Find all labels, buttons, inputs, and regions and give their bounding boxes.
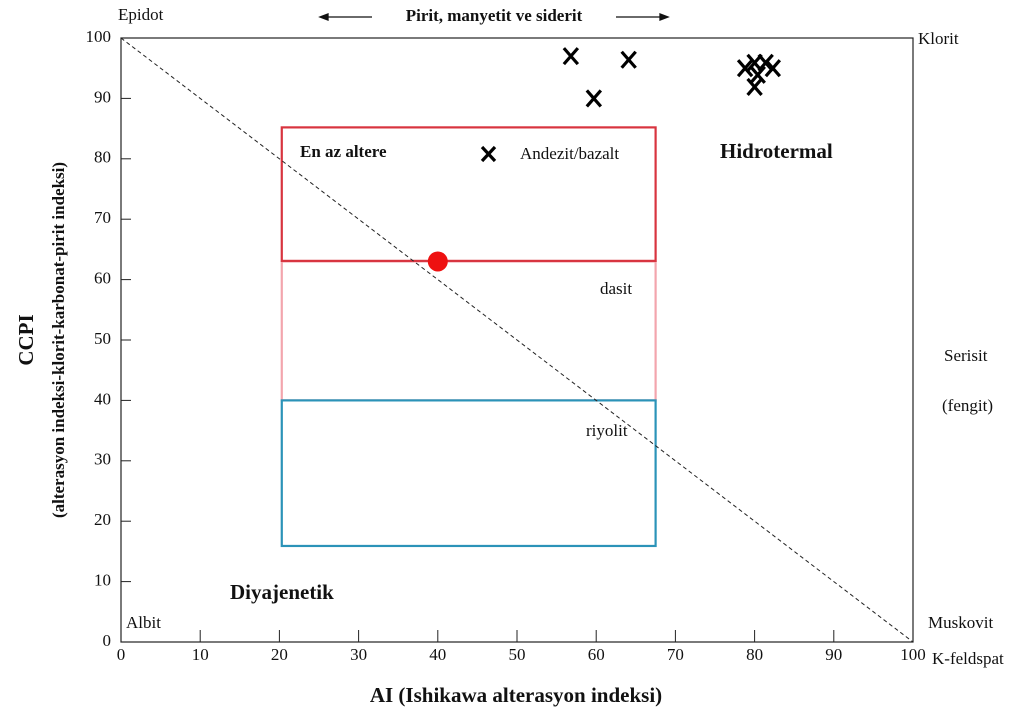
y-tick-label: 50 xyxy=(94,329,111,348)
y-tick-label: 10 xyxy=(94,571,111,590)
point xyxy=(585,89,603,108)
annotation: K-feldspat xyxy=(932,649,1004,668)
x-tick-label: 90 xyxy=(825,645,842,664)
annotation: Serisit xyxy=(944,346,988,365)
y-tick-label: 0 xyxy=(103,631,112,650)
x-tick-label: 80 xyxy=(746,645,763,664)
x-axis-title: AI (Ishikawa alterasyon indeksi) xyxy=(370,683,662,707)
x-tick-label: 30 xyxy=(350,645,367,664)
point xyxy=(620,50,637,69)
annotation: Diyajenetik xyxy=(230,580,334,604)
point xyxy=(562,47,580,66)
x-tick-label: 0 xyxy=(117,645,126,664)
y-tick-label: 70 xyxy=(94,208,111,227)
legend-label: Andezit/bazalt xyxy=(520,144,619,163)
y-tick-label: 90 xyxy=(94,87,111,106)
reference-line xyxy=(120,37,914,643)
annotation: dasit xyxy=(600,279,632,298)
point xyxy=(746,77,763,96)
annotation: Klorit xyxy=(918,29,959,48)
x-tick-label: 10 xyxy=(192,645,209,664)
y-axis-title: CCPI xyxy=(14,314,38,365)
annotation: Muskovit xyxy=(928,613,993,632)
x-tick-label: 50 xyxy=(509,645,526,664)
annotation: Hidrotermal xyxy=(720,139,833,163)
point xyxy=(764,59,782,78)
point xyxy=(736,59,754,78)
y-tick-label: 30 xyxy=(94,450,111,469)
x-tick-label: 20 xyxy=(271,645,288,664)
x-tick-label: 70 xyxy=(667,645,684,664)
y-tick-label: 100 xyxy=(86,27,112,46)
annotation: Pirit, manyetit ve siderit xyxy=(406,6,583,25)
y-tick-label: 40 xyxy=(94,389,111,408)
annotation: (fengit) xyxy=(942,396,993,415)
x-tick-label: 60 xyxy=(588,645,605,664)
y-axis-subtitle: (alterasyon indeksi-klorit-karbonat-piri… xyxy=(49,162,68,518)
x-tick-label: 40 xyxy=(429,645,446,664)
y-tick-label: 60 xyxy=(94,269,111,288)
arrows xyxy=(318,13,670,21)
y-tick-label: 20 xyxy=(94,510,111,529)
annotation: En az altere xyxy=(300,142,387,161)
region xyxy=(280,126,657,262)
point xyxy=(757,53,774,72)
y-tick-label: 80 xyxy=(94,148,111,167)
annotation: riyolit xyxy=(586,421,628,440)
legend-marker xyxy=(480,145,497,163)
annotation: Epidot xyxy=(118,5,164,24)
point xyxy=(427,251,448,272)
annotation: Albit xyxy=(126,613,161,632)
region xyxy=(280,399,657,548)
x-tick-label: 100 xyxy=(900,645,926,664)
